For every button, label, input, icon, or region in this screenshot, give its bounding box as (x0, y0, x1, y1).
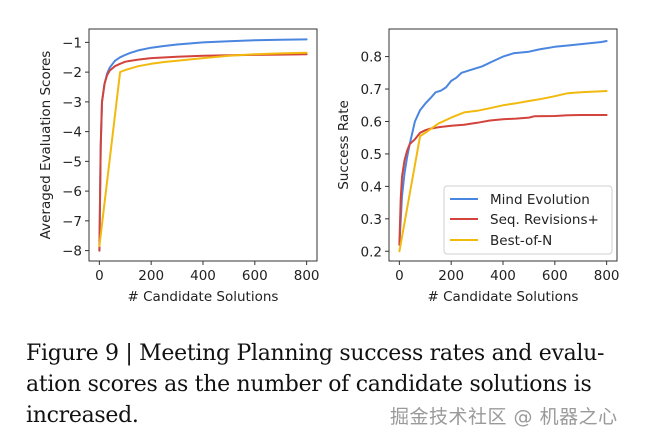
y-tick-label: 0.4 (361, 179, 382, 195)
y-tick-label: 0.8 (361, 50, 382, 66)
x-axis-label: # Candidate Solutions (128, 289, 279, 305)
caption-line-3: increased. (26, 403, 139, 428)
y-tick-label: 0.2 (361, 244, 382, 260)
x-tick-label: 600 (542, 268, 568, 284)
figure-caption: Figure 9 | Meeting Planning success rate… (26, 338, 646, 431)
series-line-seq-revisions (98, 53, 308, 252)
caption-line-2: ation scores as the number of candidate … (26, 372, 592, 397)
y-axis-label: Averaged Evaluation Scores (38, 51, 54, 240)
x-axis-ticks: 0 200 400 600 800 (95, 261, 320, 284)
success-rate-chart: 0 200 400 600 800 0.2 0.3 0.4 0.5 0.6 0.7 0.8 # Ca… (336, 28, 620, 305)
series-line-mind-evolution (98, 38, 308, 252)
x-tick-label: 200 (138, 268, 164, 284)
x-tick-label: 400 (190, 268, 216, 284)
series-lines (98, 38, 308, 252)
y-tick-label: 0.3 (361, 212, 382, 228)
x-tick-label: 200 (438, 268, 464, 284)
plot-frame (88, 28, 318, 262)
y-tick-label: −8 (62, 244, 82, 260)
legend-box (443, 185, 613, 255)
series-line-best-of-n (398, 90, 608, 253)
x-tick-label: 400 (490, 268, 516, 284)
y-tick-label: −4 (62, 125, 82, 141)
y-tick-label: −6 (62, 184, 82, 200)
legend: Mind Evolution Seq. Revisions+ Best-of-N (443, 185, 613, 255)
figure-canvas: 0 200 400 600 800 −1 −2 −3 −4 −5 −6 −7 −8 # Candida… (38, 28, 620, 305)
y-tick-label: 0.7 (361, 82, 382, 98)
y-axis-label: Success Rate (336, 100, 352, 190)
legend-label-seq-revisions: Seq. Revisions+ (490, 212, 599, 228)
series-line-mind-evolution (398, 40, 608, 246)
x-tick-label: 0 (95, 268, 104, 284)
x-axis-label: # Candidate Solutions (428, 289, 579, 305)
x-tick-label: 800 (594, 268, 620, 284)
watermark: 掘金技术社区 @ 机器之心 (390, 406, 618, 428)
x-tick-label: 0 (395, 268, 404, 284)
series-lines (398, 40, 608, 253)
y-axis-ticks: −1 −2 −3 −4 −5 −6 −7 −8 (62, 35, 89, 260)
y-tick-label: 0.5 (361, 147, 382, 163)
y-tick-label: −2 (62, 65, 82, 81)
x-tick-label: 600 (242, 268, 268, 284)
y-axis-ticks: 0.2 0.3 0.4 0.5 0.6 0.7 0.8 (361, 50, 389, 260)
legend-label-mind-evolution: Mind Evolution (490, 192, 590, 208)
x-tick-label: 800 (294, 268, 320, 284)
y-tick-label: −7 (62, 214, 82, 230)
y-tick-label: −3 (62, 95, 82, 111)
series-line-seq-revisions (398, 114, 608, 246)
x-axis-ticks: 0 200 400 600 800 (395, 261, 620, 284)
y-tick-label: 0.6 (361, 114, 382, 130)
caption-line-1: Figure 9 | Meeting Planning success rate… (26, 341, 605, 366)
series-line-best-of-n (98, 51, 308, 248)
y-tick-label: −5 (62, 154, 82, 170)
legend-label-best-of-n: Best-of-N (490, 233, 552, 249)
evaluation-scores-chart: 0 200 400 600 800 −1 −2 −3 −4 −5 −6 −7 −8 # Candida… (38, 28, 320, 305)
y-tick-label: −1 (62, 35, 82, 51)
